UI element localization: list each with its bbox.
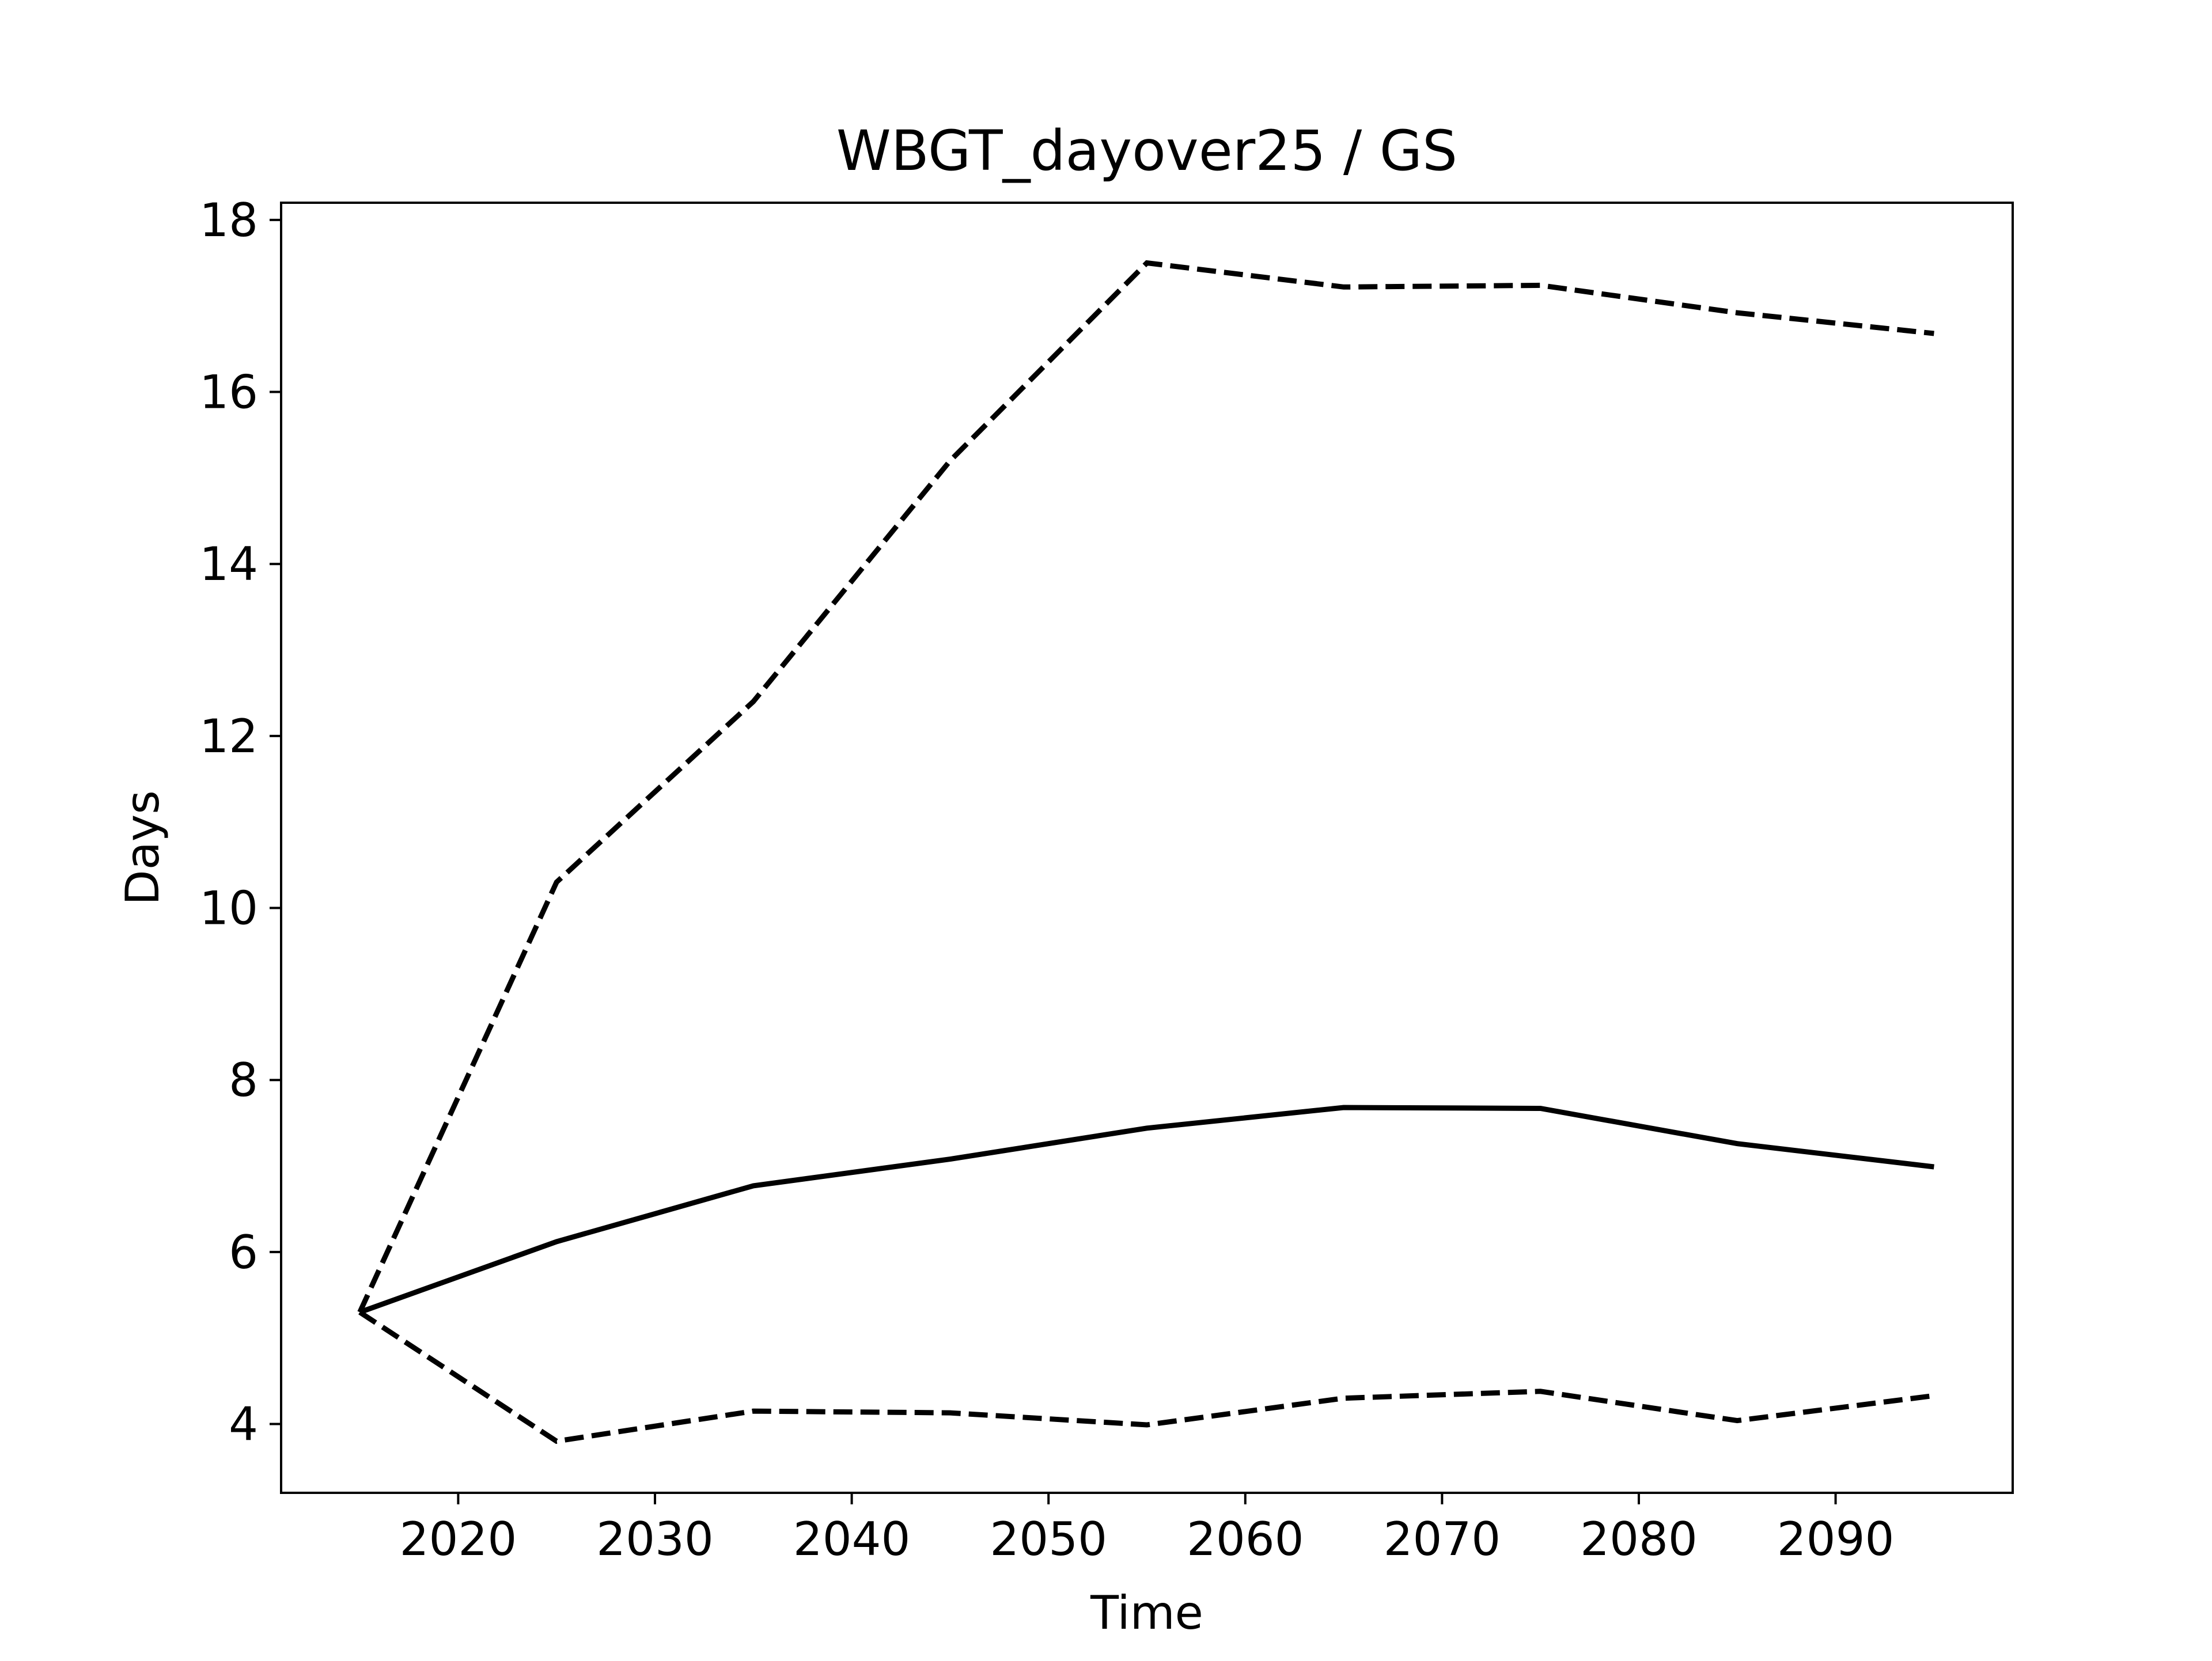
y-tick-label: 14 (199, 537, 258, 591)
x-tick-label: 2080 (1580, 1512, 1698, 1566)
y-axis-ticks: 4 6 8 10 12 14 16 18 (199, 194, 281, 1451)
x-tick-label: 2040 (793, 1512, 911, 1566)
x-tick-label: 2050 (990, 1512, 1107, 1566)
y-tick-label: 18 (199, 194, 258, 247)
y-tick-label: 4 (229, 1398, 258, 1451)
series-line-solid (359, 1105, 1934, 1315)
chart-title: WBGT_dayover25 / GS (836, 119, 1457, 183)
y-tick-label: 16 (199, 366, 258, 419)
y-tick-label: 8 (229, 1053, 258, 1107)
x-tick-label: 2030 (596, 1512, 714, 1566)
y-tick-label: 10 (199, 882, 258, 935)
series-line-dashed-2 (358, 1310, 1934, 1444)
plot-frame (280, 202, 2014, 1494)
y-axis-label: Days (116, 790, 169, 905)
x-axis-ticks: 2020 2030 2040 2050 2060 2070 2080 2090 (400, 1493, 1895, 1566)
x-tick-label: 2090 (1777, 1512, 1895, 1566)
x-tick-label: 2060 (1187, 1512, 1304, 1566)
x-tick-label: 2020 (400, 1512, 517, 1566)
y-tick-label: 6 (229, 1226, 258, 1279)
x-axis-label: Time (1090, 1586, 1203, 1640)
series-line-dashed-1 (357, 260, 1934, 1314)
x-tick-label: 2070 (1384, 1512, 1501, 1566)
y-tick-label: 12 (199, 710, 258, 763)
plot-area (357, 260, 1934, 1444)
